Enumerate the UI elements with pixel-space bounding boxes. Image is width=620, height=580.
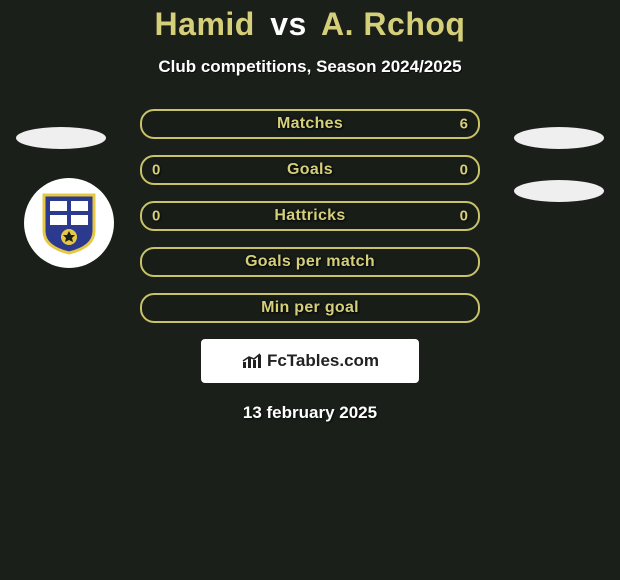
stat-right-value: 6 xyxy=(460,116,468,133)
brand-text: FcTables.com xyxy=(267,351,379,371)
stat-row: 0 Goals 0 xyxy=(140,155,480,185)
stat-label: Goals xyxy=(287,161,333,179)
stat-label: Hattricks xyxy=(274,207,345,225)
player2-avatar-placeholder-1 xyxy=(514,127,604,149)
stat-row: Min per goal xyxy=(140,293,480,323)
club-shield-icon xyxy=(40,191,98,255)
stat-label: Min per goal xyxy=(261,299,359,317)
club-badge xyxy=(24,178,114,268)
player2-avatar-placeholder-2 xyxy=(514,180,604,202)
date-label: 13 february 2025 xyxy=(0,403,620,423)
stat-right-value: 0 xyxy=(460,162,468,179)
stat-left-value: 0 xyxy=(152,162,160,179)
player1-avatar-placeholder xyxy=(16,127,106,149)
stat-label: Goals per match xyxy=(245,253,375,271)
stat-row: Goals per match xyxy=(140,247,480,277)
brand-chart-icon xyxy=(241,352,263,370)
stat-row: Matches 6 xyxy=(140,109,480,139)
vs-label: vs xyxy=(270,6,307,42)
stat-right-value: 0 xyxy=(460,208,468,225)
stat-left-value: 0 xyxy=(152,208,160,225)
player1-name: Hamid xyxy=(155,6,255,42)
stats-list: Matches 6 0 Goals 0 0 Hattricks 0 Goals … xyxy=(140,109,480,323)
subtitle: Club competitions, Season 2024/2025 xyxy=(0,57,620,77)
brand-badge: FcTables.com xyxy=(201,339,419,383)
stat-label: Matches xyxy=(277,115,343,133)
player2-name: A. Rchoq xyxy=(321,6,465,42)
comparison-title: Hamid vs A. Rchoq xyxy=(0,6,620,43)
stat-row: 0 Hattricks 0 xyxy=(140,201,480,231)
